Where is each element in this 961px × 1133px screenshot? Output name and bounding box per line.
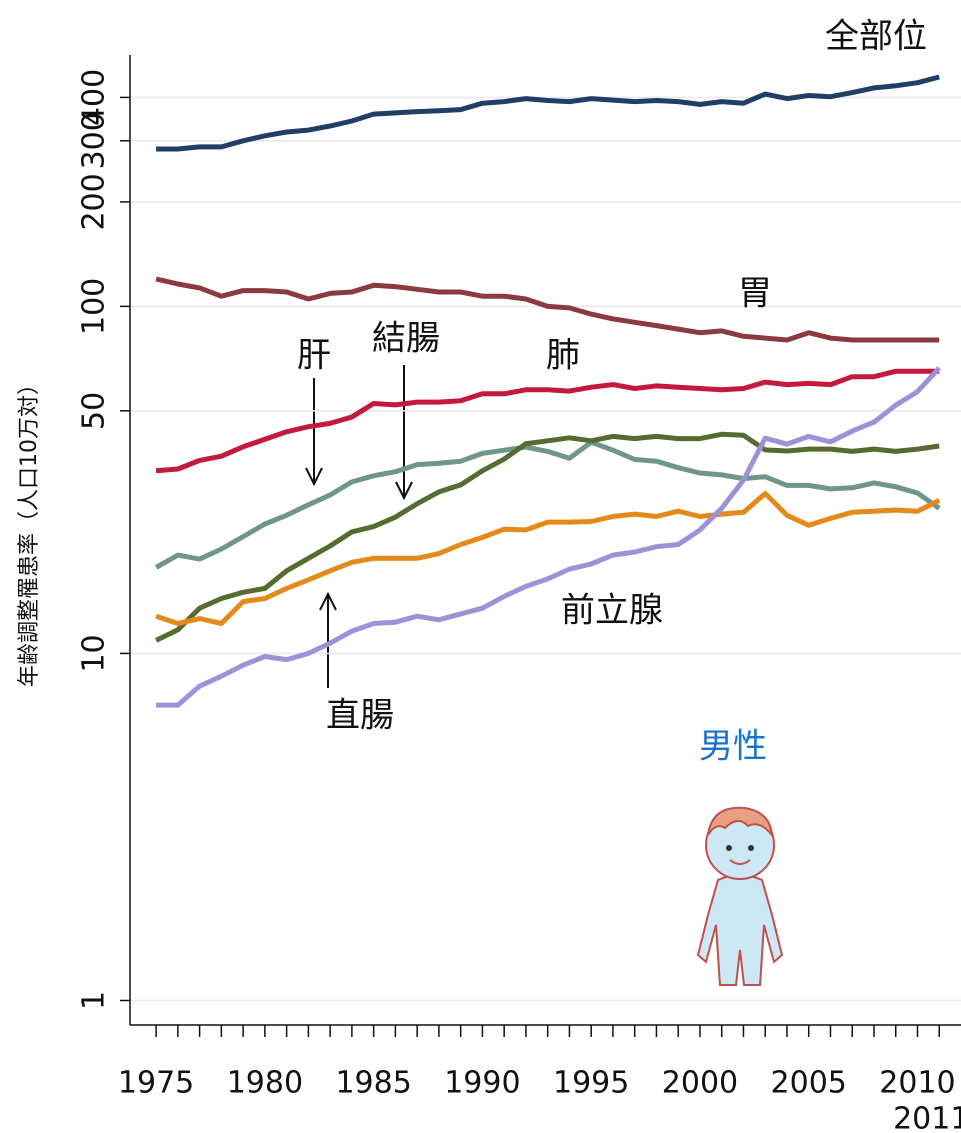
series-line (155, 491, 941, 626)
series-line (155, 276, 940, 343)
subtitle: 男性 (699, 727, 767, 767)
x-tick-label: 1975 (118, 1066, 194, 1101)
x-tick-label: 1985 (335, 1066, 411, 1101)
series-line (156, 366, 942, 708)
y-tick-label: 1 (77, 991, 112, 1010)
y-tick-label: 50 (77, 392, 112, 430)
y-tick-label: 300 (77, 112, 112, 169)
series-line (155, 431, 940, 643)
series-label: 胃 (738, 274, 772, 314)
x-tick-label: 2005 (771, 1066, 847, 1101)
x-tick-label: 1980 (227, 1066, 303, 1101)
x-tick-label: 2010 (879, 1066, 955, 1101)
y-tick-label: 10 (77, 634, 112, 672)
y-axis-label: 年齢調整罹患率（人口10万対） (17, 373, 42, 687)
series-label: 全部位 (825, 17, 927, 57)
y-tick-label: 400 (77, 69, 112, 126)
series-label: 結腸 (372, 319, 440, 359)
boy-icon (696, 806, 784, 986)
series-line (155, 368, 940, 474)
series-label: 前立腺 (561, 591, 663, 631)
x-tick-label: 2011 (893, 1102, 961, 1133)
y-tick-label: 200 (77, 173, 112, 230)
series-line (156, 74, 940, 152)
series-line (154, 439, 941, 570)
y-tick-label: 100 (77, 278, 112, 335)
x-tick-label: 1990 (444, 1066, 520, 1101)
series-label: 肝 (297, 336, 331, 376)
series-label: 肺 (546, 336, 580, 376)
x-tick-label: 1995 (553, 1066, 629, 1101)
series-label: 直腸 (326, 696, 394, 736)
x-tick-label: 2000 (662, 1066, 738, 1101)
